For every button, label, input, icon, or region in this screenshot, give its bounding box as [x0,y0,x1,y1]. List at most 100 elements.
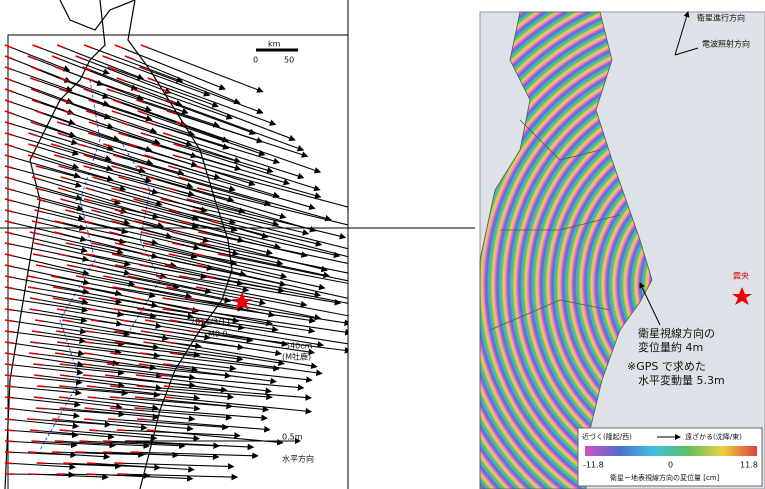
vector-start [139,364,148,365]
vector-start [60,408,69,409]
vector-start [120,320,129,321]
epicenter-label: 震央 [733,271,749,281]
vector-start [187,298,196,299]
vector-start [54,232,63,234]
vector-start [5,177,14,179]
vector-station: (M牡鹿) [282,352,311,362]
vector-start [5,78,13,81]
vector-start [32,177,41,180]
vector-start [57,122,66,125]
vector-start [5,56,13,59]
vector-start [112,111,121,114]
vector-start [5,375,14,376]
vector-start [5,221,14,223]
vector [37,199,129,224]
vector-start [33,364,42,365]
vector-start [35,320,44,321]
vector-start [65,210,74,212]
vector-start [5,111,13,114]
vector-start [141,254,150,256]
vector-start [146,122,155,125]
vector-start [5,100,14,103]
vector [5,155,80,177]
vector-start [59,386,68,387]
vector-start [115,45,123,48]
vector-start [135,397,144,398]
quake-magnitude: M9.0 [208,330,228,339]
vector-start [5,199,14,201]
vector-start [86,188,95,190]
vector-start [5,364,14,365]
vector-start [32,221,41,223]
vector-start [58,188,67,191]
vector-start [29,133,38,136]
vector-start [5,287,14,289]
vector-start [5,320,14,321]
vector-start [5,133,14,136]
vector-start [195,166,204,168]
vector-start [141,331,150,332]
vector-start [76,276,85,278]
vector-start [5,122,14,125]
vector-start [110,397,119,398]
vector-start [137,386,146,387]
vector-start [57,309,66,310]
vector-start [85,342,94,343]
vector-start [165,397,174,398]
vector [30,342,120,353]
vector-start [5,254,14,256]
vector-start [110,386,119,387]
vector-start [5,232,14,234]
vector-start [76,56,84,59]
vector-start [84,166,93,168]
vector-start [5,166,14,168]
vector-start [84,353,93,354]
vector-start [87,463,96,464]
vector-start [78,144,87,146]
vector-start [84,45,92,48]
vector-start [30,298,39,300]
vector-start [164,331,173,332]
vector-start [51,144,60,147]
vector-start [34,210,43,212]
figure: km 0 50 2011/3/11 M9.0 540cm (M牡鹿) 0.5m … [0,0,765,489]
vector-start [54,221,63,223]
scale-label: 0 [253,56,258,65]
vector-start [141,133,150,136]
vector-start [36,408,45,409]
vector-start [34,375,43,376]
vector-start [5,265,14,267]
vector-start [159,221,168,223]
vector-start [5,408,14,409]
reference-length: 0.5m [282,433,303,442]
vector-start [57,342,66,343]
vector-start [87,386,96,387]
vector-start [34,397,43,398]
vector-start [141,210,150,212]
vector-start [125,56,133,59]
colorbar-tick: 11.8 [740,461,758,470]
vector [5,188,83,209]
vector-start [133,298,142,300]
vector-start [27,419,36,420]
vector-start [5,419,14,420]
vector-start [78,298,87,299]
vector-start [67,265,76,267]
vector-start [136,375,145,376]
colorbar-tick: 0 [668,461,673,470]
vector-start [5,210,14,212]
legend-label: 近づく(隆起/西) [582,432,632,441]
vector-start [66,243,75,245]
vector [53,287,157,306]
vector-start [30,232,39,234]
vector-start [5,45,13,48]
vector-start [85,331,94,332]
vector-start [110,408,119,409]
scale-label: 50 [284,56,294,65]
quake-date: 2011/3/11 [190,318,231,327]
vector-start [141,232,150,234]
vector [30,232,123,253]
interferogram: 衛星進行方向 電波照射方向 震央 衛星視線方向の 変位量約 4m ※GPS で求… [480,12,765,489]
vector [133,89,255,134]
vector-start [37,386,46,387]
